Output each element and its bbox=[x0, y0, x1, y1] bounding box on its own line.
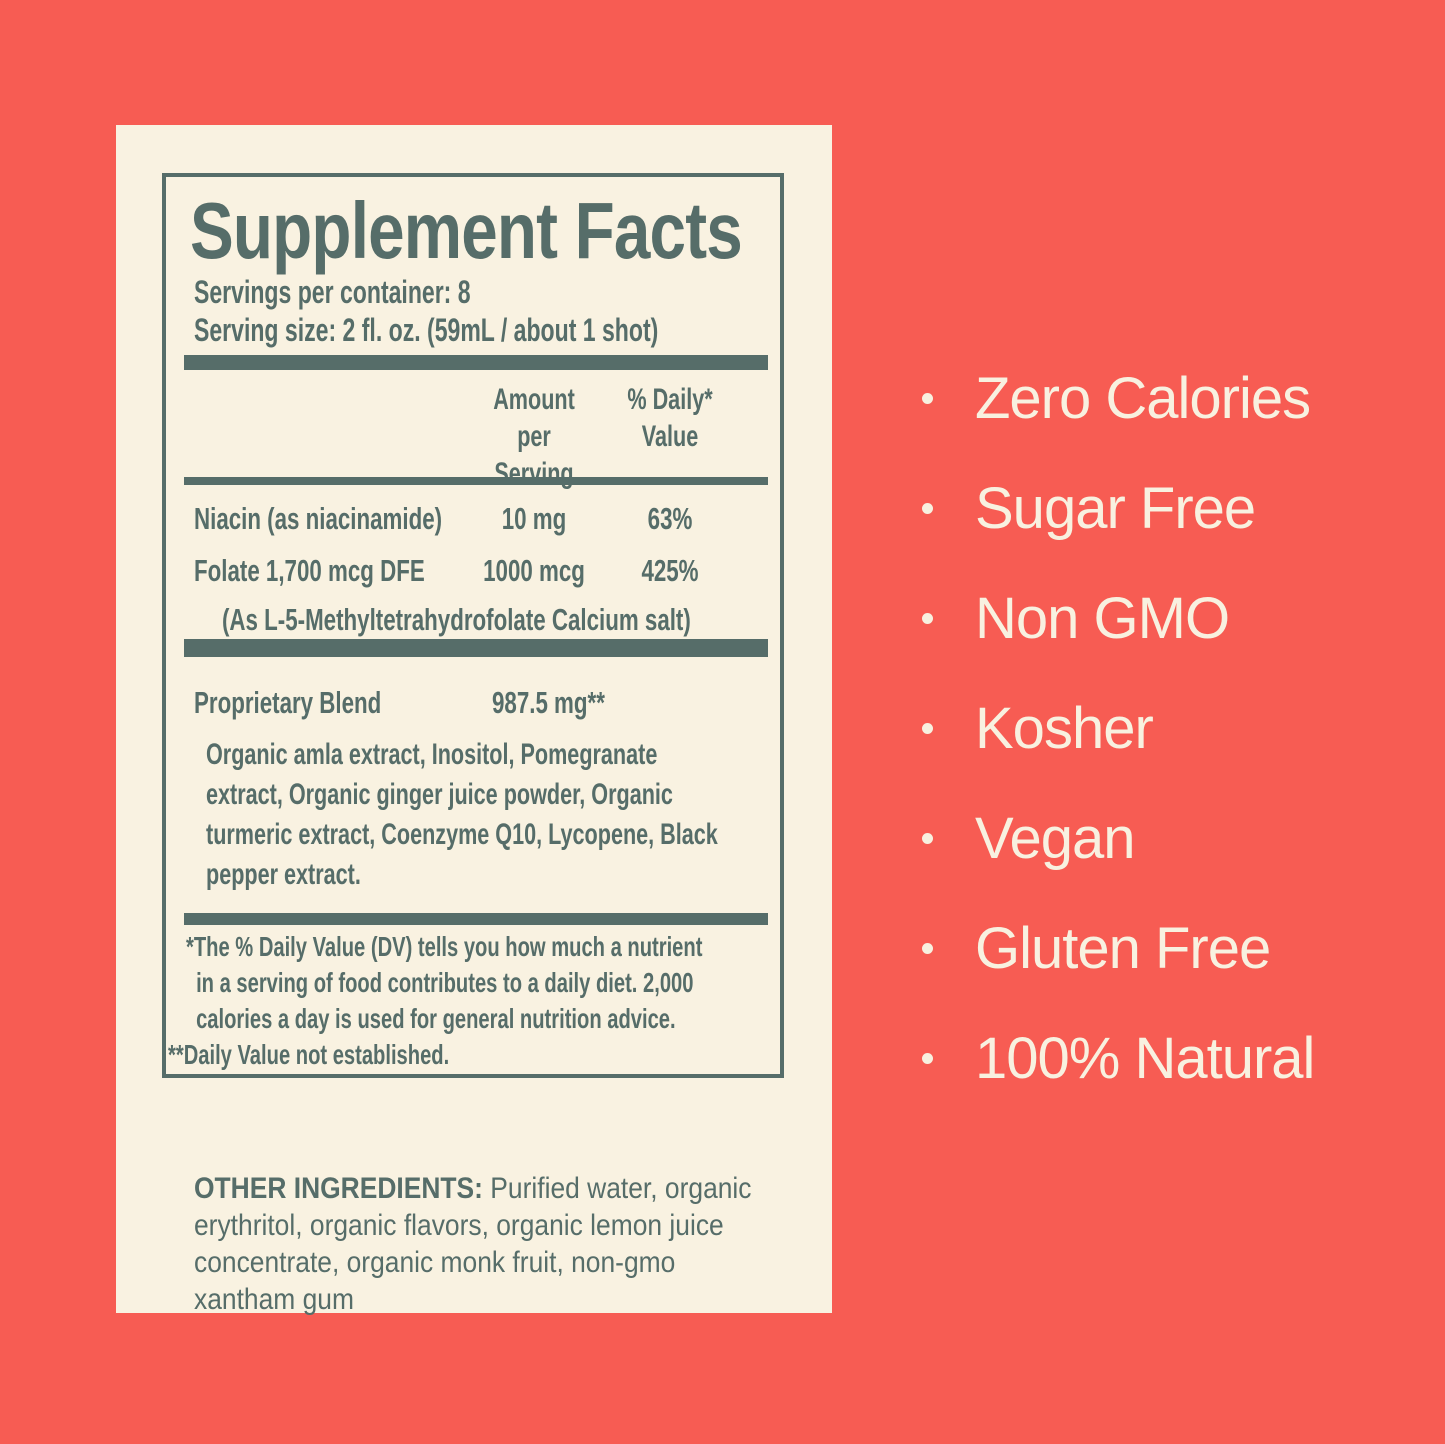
divider-thin-header bbox=[184, 477, 768, 485]
blend-amount: 987.5 mg** bbox=[492, 685, 605, 720]
nutrient-row-niacin: Niacin (as niacinamide) 10 mg 63% bbox=[166, 499, 780, 541]
divider-thick-middle bbox=[184, 639, 768, 657]
feature-label: Zero Calories bbox=[975, 365, 1311, 431]
feature-list: Zero Calories Sugar Free Non GMO Kosher … bbox=[908, 343, 1315, 1113]
supplement-facts-title: Supplement Facts bbox=[190, 186, 743, 275]
feature-label: Non GMO bbox=[975, 585, 1230, 651]
feature-label: Sugar Free bbox=[975, 475, 1256, 541]
feature-item: Vegan bbox=[908, 783, 1314, 893]
feature-label: 100% Natural bbox=[975, 1025, 1315, 1091]
proprietary-blend-row: Proprietary Blend 987.5 mg** bbox=[166, 683, 780, 725]
bullet-dot-icon bbox=[922, 1052, 933, 1064]
column-header-daily-value: % Daily* Value bbox=[627, 381, 713, 455]
column-header-dv-line2: Value bbox=[641, 420, 699, 453]
other-ingredients: OTHER INGREDIENTS: Purified water, organ… bbox=[194, 1133, 810, 1318]
footnote-not-established: **Daily Value not established. bbox=[168, 1039, 450, 1070]
blend-name: Proprietary Blend bbox=[194, 685, 382, 720]
column-header-amount-line1: Amount per bbox=[493, 383, 575, 453]
feature-item: Zero Calories bbox=[908, 343, 1314, 453]
bullet-dot-icon bbox=[922, 612, 933, 624]
nutrient-daily-value: 63% bbox=[647, 501, 693, 536]
divider-thin-footnote bbox=[184, 913, 768, 925]
feature-item: Gluten Free bbox=[908, 893, 1314, 1003]
bullet-dot-icon bbox=[922, 502, 933, 514]
feature-item: Sugar Free bbox=[908, 453, 1314, 563]
servings-per-container: Servings per container: 8 bbox=[194, 274, 471, 310]
other-ingredients-label: OTHER INGREDIENTS: bbox=[194, 1172, 483, 1205]
nutrient-amount: 10 mg bbox=[501, 501, 567, 536]
bullet-dot-icon bbox=[922, 942, 933, 954]
supplement-facts-box: Supplement Facts Servings per container:… bbox=[162, 173, 784, 1078]
nutrient-name: Folate 1,700 mcg DFE bbox=[194, 553, 425, 588]
nutrient-amount: 1000 mcg bbox=[483, 553, 585, 588]
nutrient-row-folate: Folate 1,700 mcg DFE 1000 mcg 425% bbox=[166, 551, 780, 593]
divider-thick-top bbox=[184, 355, 768, 370]
nutrient-name: Niacin (as niacinamide) bbox=[194, 501, 443, 536]
feature-item: Kosher bbox=[908, 673, 1314, 783]
nutrient-daily-value: 425% bbox=[641, 553, 699, 588]
folate-form-note: (As L-5-Methyltetrahydrofolate Calcium s… bbox=[222, 602, 691, 637]
feature-item: 100% Natural bbox=[908, 1003, 1315, 1113]
column-header-amount-line2: Serving bbox=[494, 457, 574, 490]
other-ingredients-text: Purified water, organic erythritol, orga… bbox=[194, 1172, 752, 1316]
column-header-dv-line1: % Daily* bbox=[627, 383, 713, 416]
bullet-dot-icon bbox=[922, 392, 933, 404]
feature-label: Gluten Free bbox=[975, 915, 1271, 981]
feature-label: Vegan bbox=[975, 805, 1136, 871]
serving-size: Serving size: 2 fl. oz. (59mL / about 1 … bbox=[194, 312, 659, 348]
feature-item: Non GMO bbox=[908, 563, 1314, 673]
bullet-dot-icon bbox=[922, 722, 933, 734]
bullet-dot-icon bbox=[922, 832, 933, 844]
blend-ingredients: Organic amla extract, Inositol, Pomegran… bbox=[206, 738, 718, 891]
feature-label: Kosher bbox=[975, 695, 1154, 761]
column-header-amount: Amount per Serving bbox=[480, 381, 588, 492]
label-panel: Supplement Facts Servings per container:… bbox=[116, 125, 832, 1316]
footnote-daily-value: *The % Daily Value (DV) tells you how mu… bbox=[186, 931, 703, 1034]
